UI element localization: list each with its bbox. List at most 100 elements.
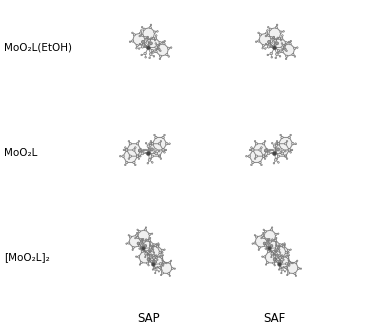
Circle shape xyxy=(261,147,262,148)
Circle shape xyxy=(281,50,283,53)
Circle shape xyxy=(144,37,146,39)
Circle shape xyxy=(147,46,150,50)
Circle shape xyxy=(272,39,274,41)
Circle shape xyxy=(151,52,152,54)
Circle shape xyxy=(280,260,283,263)
Circle shape xyxy=(267,152,270,155)
Circle shape xyxy=(143,28,145,30)
Circle shape xyxy=(255,143,257,145)
Circle shape xyxy=(152,51,154,53)
Circle shape xyxy=(157,259,158,260)
Circle shape xyxy=(263,237,265,239)
Circle shape xyxy=(147,145,150,148)
Circle shape xyxy=(141,46,144,48)
Circle shape xyxy=(286,141,288,142)
Circle shape xyxy=(158,243,159,244)
Circle shape xyxy=(267,54,269,56)
Circle shape xyxy=(128,158,130,159)
Circle shape xyxy=(155,152,158,155)
Polygon shape xyxy=(142,240,154,252)
Circle shape xyxy=(286,158,288,159)
Circle shape xyxy=(132,247,134,248)
Circle shape xyxy=(149,57,150,59)
Polygon shape xyxy=(255,235,267,248)
Circle shape xyxy=(295,143,296,145)
Circle shape xyxy=(252,149,254,151)
Circle shape xyxy=(254,158,256,159)
Circle shape xyxy=(267,249,268,250)
Circle shape xyxy=(132,32,133,34)
Circle shape xyxy=(155,35,157,36)
Polygon shape xyxy=(138,230,150,242)
Circle shape xyxy=(168,273,170,275)
Circle shape xyxy=(265,48,266,49)
Circle shape xyxy=(283,31,285,32)
Circle shape xyxy=(153,257,155,259)
Circle shape xyxy=(264,230,266,233)
Circle shape xyxy=(293,47,296,50)
Circle shape xyxy=(274,258,276,260)
Circle shape xyxy=(125,161,128,164)
Circle shape xyxy=(280,134,282,136)
Circle shape xyxy=(283,245,285,247)
Circle shape xyxy=(274,158,277,161)
Circle shape xyxy=(155,272,156,274)
Polygon shape xyxy=(147,246,160,258)
Circle shape xyxy=(151,143,154,145)
Circle shape xyxy=(157,31,158,32)
Circle shape xyxy=(286,55,288,57)
Circle shape xyxy=(270,52,273,55)
Circle shape xyxy=(136,155,139,157)
Circle shape xyxy=(146,151,151,155)
Circle shape xyxy=(256,236,258,238)
Circle shape xyxy=(271,256,272,258)
Circle shape xyxy=(164,249,165,250)
Circle shape xyxy=(281,269,283,271)
Circle shape xyxy=(155,256,157,259)
Circle shape xyxy=(146,37,148,38)
Circle shape xyxy=(261,164,262,166)
Circle shape xyxy=(275,249,277,251)
Circle shape xyxy=(273,258,276,261)
Circle shape xyxy=(270,245,273,247)
Circle shape xyxy=(292,143,294,145)
Circle shape xyxy=(165,143,168,145)
Circle shape xyxy=(269,28,271,30)
Circle shape xyxy=(136,155,139,157)
Circle shape xyxy=(149,143,150,145)
Circle shape xyxy=(145,253,147,255)
Circle shape xyxy=(147,162,149,164)
Circle shape xyxy=(277,261,279,263)
Circle shape xyxy=(162,261,164,262)
Circle shape xyxy=(139,264,141,265)
Circle shape xyxy=(154,151,155,153)
Circle shape xyxy=(162,259,163,261)
Circle shape xyxy=(284,44,286,46)
Circle shape xyxy=(267,250,269,253)
Text: SAP: SAP xyxy=(137,313,160,325)
Circle shape xyxy=(285,143,287,145)
Circle shape xyxy=(158,143,161,145)
Circle shape xyxy=(150,24,152,26)
Circle shape xyxy=(171,267,174,270)
Circle shape xyxy=(155,46,157,49)
Circle shape xyxy=(283,259,284,260)
Circle shape xyxy=(275,143,276,145)
Circle shape xyxy=(282,244,283,245)
Circle shape xyxy=(145,42,147,43)
Circle shape xyxy=(279,257,281,259)
Circle shape xyxy=(288,149,290,151)
Circle shape xyxy=(162,41,164,43)
Circle shape xyxy=(273,162,275,164)
Circle shape xyxy=(139,35,141,37)
Circle shape xyxy=(149,245,151,247)
Circle shape xyxy=(151,246,153,248)
Circle shape xyxy=(146,250,148,252)
Circle shape xyxy=(289,261,290,263)
Circle shape xyxy=(162,252,163,253)
Polygon shape xyxy=(279,138,293,150)
Circle shape xyxy=(274,39,277,41)
Circle shape xyxy=(252,161,254,164)
Circle shape xyxy=(285,49,286,50)
Circle shape xyxy=(277,50,279,52)
